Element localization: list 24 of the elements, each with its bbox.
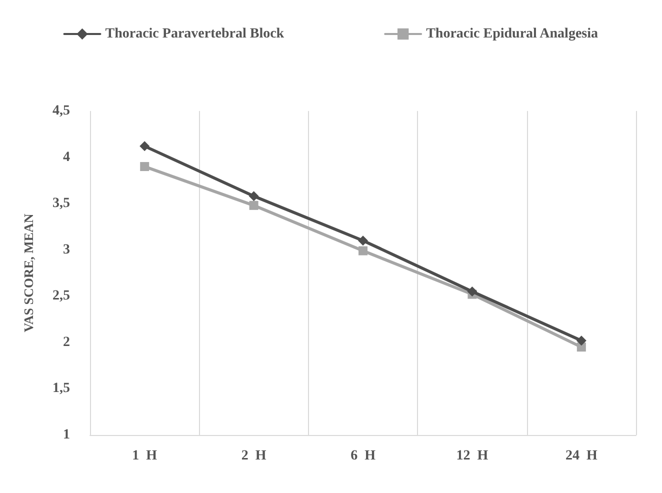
y-tick-label: 2 xyxy=(63,334,70,350)
point xyxy=(358,246,368,256)
y-tick-label: 1 xyxy=(63,428,70,442)
x-tick-label: 12 H xyxy=(456,448,488,464)
point xyxy=(249,200,258,210)
x-tick-label: 24 H xyxy=(565,448,598,464)
y-tick-label: 2,5 xyxy=(52,288,70,304)
y-axis-title: VAS SCORE, MEAN xyxy=(21,213,36,332)
legend-label: Thoracic Epidural Analgesia xyxy=(426,26,598,42)
legend-label: Thoracic Paravertebral Block xyxy=(105,26,284,42)
y-tick-label: 3,5 xyxy=(52,196,70,212)
point xyxy=(467,286,478,297)
y-tick-label: 1,5 xyxy=(52,381,70,396)
point xyxy=(358,236,368,246)
y-tick-label: 4,5 xyxy=(52,104,70,118)
x-tick-label: 1 H xyxy=(132,448,158,464)
point xyxy=(248,191,259,202)
point xyxy=(140,141,150,152)
x-tick-label: 6 H xyxy=(350,448,376,464)
y-tick-label: 3 xyxy=(63,242,70,258)
point xyxy=(576,336,586,346)
point xyxy=(140,162,150,172)
x-tick-label: 2 H xyxy=(241,448,266,464)
y-tick-label: 4 xyxy=(63,150,70,165)
